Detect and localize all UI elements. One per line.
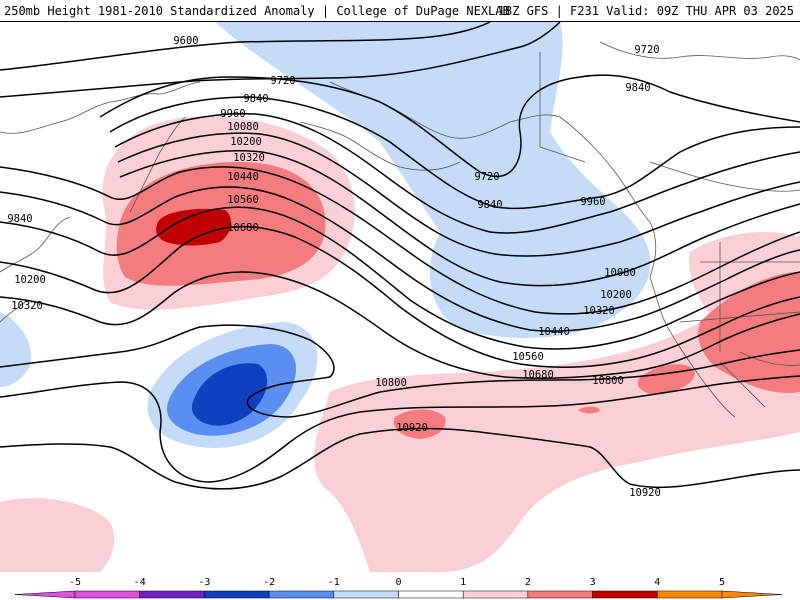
contour-label: 10080 <box>227 121 259 133</box>
contour-label: 10320 <box>11 300 43 312</box>
colorbar-ticks: -5 -4 -3 -2 -1 0 1 2 3 4 5 <box>69 577 725 588</box>
contour-label: 9840 <box>243 93 268 105</box>
colorbar-tick-label: -1 <box>328 577 340 588</box>
contour-label: 9720 <box>474 171 499 183</box>
colorbar-segment <box>592 590 658 599</box>
colorbar-tick-label: 0 <box>395 577 401 588</box>
colorbar-tick-label: 5 <box>719 577 725 588</box>
colorbar-tick-label: -5 <box>69 577 81 588</box>
negative-anomaly-fill-3 <box>191 363 268 426</box>
contour-label: 10440 <box>227 171 259 183</box>
colorbar-left-arrow <box>14 590 76 599</box>
contour-label: 9720 <box>270 75 295 87</box>
map-title: 250mb Height 1981-2010 Standardized Anom… <box>4 4 510 18</box>
contour-label: 9600 <box>173 35 198 47</box>
contour-label: 9960 <box>580 196 605 208</box>
contour-label: 10920 <box>396 422 428 434</box>
contour-label: 9720 <box>634 44 659 56</box>
colorbar-tick-label: 3 <box>590 577 596 588</box>
contour-label: 10680 <box>522 369 554 381</box>
colorbar-tick-label: -2 <box>263 577 275 588</box>
contour-label: 10320 <box>583 305 615 317</box>
colorbar-tick-label: -4 <box>134 577 146 588</box>
contour-label: 10800 <box>592 375 624 387</box>
colorbar-segment <box>398 590 464 599</box>
contour-label: 9840 <box>625 82 650 94</box>
contour-labels: 9600 9720 9840 9960 10080 10200 10320 10… <box>7 35 660 499</box>
colorbar-tick-label: 4 <box>654 577 660 588</box>
contour-label: 10680 <box>227 222 259 234</box>
colorbar-segment <box>527 590 593 599</box>
contour-label: 10320 <box>233 152 265 164</box>
contour-label: 10440 <box>538 326 570 338</box>
colorbar-segment <box>333 590 399 599</box>
contour-label: 9840 <box>477 199 502 211</box>
colorbar-segment <box>462 590 529 599</box>
contour-label: 10200 <box>14 274 46 286</box>
contour-label: 9960 <box>220 108 245 120</box>
colorbar-segment <box>204 590 270 599</box>
contour-label: 10200 <box>600 289 632 301</box>
contour-label: 9840 <box>7 213 32 225</box>
contour-label: 10560 <box>512 351 544 363</box>
colorbar-right-arrow <box>721 590 783 599</box>
contour-label: 10560 <box>227 194 259 206</box>
contour-label: 10080 <box>604 267 636 279</box>
contour-label: 10200 <box>230 136 262 148</box>
colorbar-tick-label: 2 <box>525 577 531 588</box>
contour-label: 10800 <box>375 377 407 389</box>
model-run-info: 18Z GFS | F231 Valid: 09Z THU APR 03 202… <box>497 4 794 18</box>
colorbar-tick-label: -3 <box>198 577 210 588</box>
height-contours <box>0 22 800 490</box>
positive-anomaly-fill-3 <box>156 208 232 246</box>
contour-label: 10920 <box>629 487 661 499</box>
colorbar-segment <box>657 590 723 599</box>
colorbar-segment <box>74 590 140 599</box>
anomaly-colorbar: -5 -4 -3 -2 -1 0 1 2 3 4 5 <box>0 572 800 600</box>
colorbar-segment <box>139 590 205 599</box>
colorbar-segment <box>268 590 335 599</box>
map-header: 250mb Height 1981-2010 Standardized Anom… <box>0 0 800 22</box>
colorbar-segments <box>14 590 783 599</box>
anomaly-map: 9600 9720 9840 9960 10080 10200 10320 10… <box>0 22 800 572</box>
colorbar-tick-label: 1 <box>460 577 466 588</box>
